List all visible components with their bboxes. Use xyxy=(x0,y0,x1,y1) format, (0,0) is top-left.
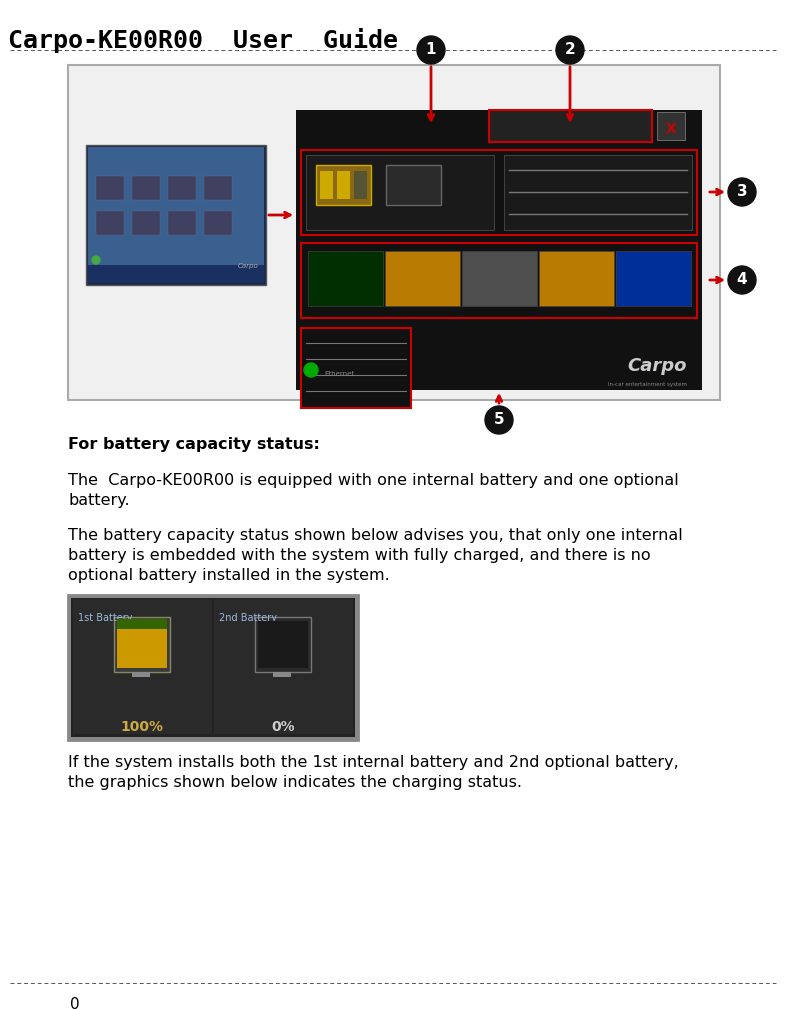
Bar xyxy=(88,147,264,283)
Bar xyxy=(386,165,441,205)
Text: optional battery installed in the system.: optional battery installed in the system… xyxy=(68,568,390,583)
Bar xyxy=(354,171,367,199)
Text: 1st Battery: 1st Battery xyxy=(78,613,133,623)
Circle shape xyxy=(556,36,584,64)
Bar xyxy=(168,211,196,235)
Bar xyxy=(301,243,697,318)
Bar xyxy=(258,621,308,668)
Bar xyxy=(132,672,150,677)
Bar xyxy=(337,171,350,199)
Text: 2: 2 xyxy=(564,42,575,58)
Circle shape xyxy=(304,363,318,377)
Text: 0: 0 xyxy=(70,997,79,1009)
Bar xyxy=(204,211,232,235)
Text: The  Carpo-KE00R00 is equipped with one internal battery and one optional: The Carpo-KE00R00 is equipped with one i… xyxy=(68,473,679,488)
Bar xyxy=(204,176,232,200)
Circle shape xyxy=(728,178,756,206)
Text: 100%: 100% xyxy=(120,720,163,734)
Bar xyxy=(320,171,333,199)
Text: 0%: 0% xyxy=(271,720,295,734)
Bar xyxy=(316,165,371,205)
Text: For battery capacity status:: For battery capacity status: xyxy=(68,437,320,452)
Bar xyxy=(308,251,383,306)
Bar xyxy=(68,595,358,740)
Bar xyxy=(132,176,160,200)
Text: If the system installs both the 1st internal battery and 2nd optional battery,: If the system installs both the 1st inte… xyxy=(68,755,679,770)
Text: X: X xyxy=(666,122,677,136)
Bar xyxy=(114,616,170,672)
Text: the graphics shown below indicates the charging status.: the graphics shown below indicates the c… xyxy=(68,775,522,790)
Bar xyxy=(616,251,691,306)
Bar xyxy=(214,599,353,734)
Bar xyxy=(301,328,411,408)
Bar xyxy=(273,672,291,677)
Circle shape xyxy=(417,36,445,64)
Text: Ethernet: Ethernet xyxy=(324,371,354,377)
Bar xyxy=(657,112,685,140)
Text: battery.: battery. xyxy=(68,493,130,508)
Bar xyxy=(132,211,160,235)
Text: Carpo-KE00R00  User  Guide: Carpo-KE00R00 User Guide xyxy=(8,28,398,53)
Text: 2nd Battery: 2nd Battery xyxy=(219,613,277,623)
Circle shape xyxy=(485,406,513,434)
Text: Carpo: Carpo xyxy=(627,357,687,375)
Text: Carpo: Carpo xyxy=(237,263,258,269)
Bar xyxy=(96,176,124,200)
Circle shape xyxy=(728,266,756,294)
Text: 5: 5 xyxy=(494,413,505,428)
Bar xyxy=(255,616,311,672)
Text: 1: 1 xyxy=(426,42,436,58)
Bar xyxy=(539,251,614,306)
Bar xyxy=(168,176,196,200)
Bar xyxy=(462,251,537,306)
Bar xyxy=(86,145,266,285)
Text: The battery capacity status shown below advises you, that only one internal: The battery capacity status shown below … xyxy=(68,528,683,543)
Bar xyxy=(88,265,264,283)
Bar xyxy=(117,619,167,629)
Bar xyxy=(296,110,702,390)
Bar xyxy=(504,155,692,230)
Text: battery is embedded with the system with fully charged, and there is no: battery is embedded with the system with… xyxy=(68,548,651,563)
Text: in-car entertainment system: in-car entertainment system xyxy=(608,382,687,387)
Bar xyxy=(71,598,355,737)
Bar xyxy=(96,211,124,235)
Bar xyxy=(68,65,720,400)
Bar xyxy=(301,150,697,235)
Bar xyxy=(489,110,652,142)
Bar xyxy=(385,251,460,306)
Circle shape xyxy=(92,256,100,264)
Bar xyxy=(73,599,212,734)
Text: 4: 4 xyxy=(736,272,747,288)
Bar xyxy=(306,155,494,230)
Bar xyxy=(117,621,167,668)
Text: 3: 3 xyxy=(736,185,747,200)
